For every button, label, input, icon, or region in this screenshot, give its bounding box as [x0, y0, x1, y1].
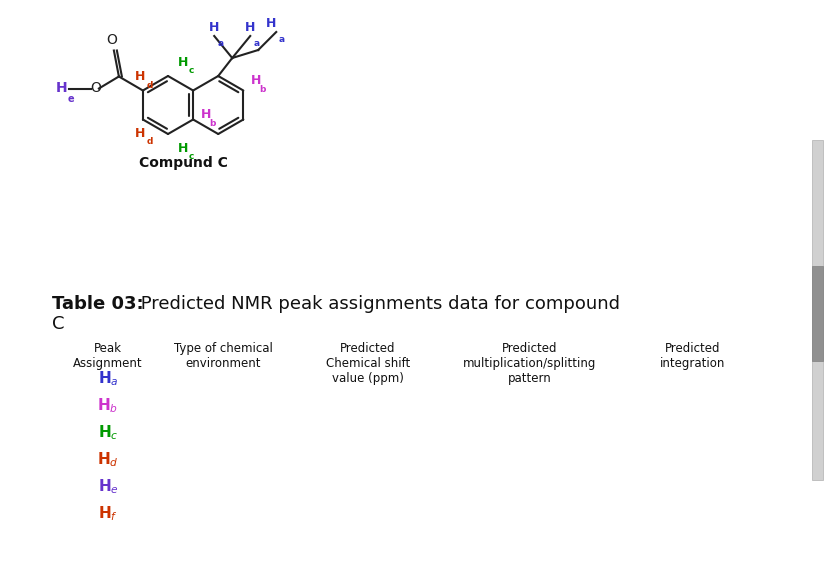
Text: H$_e$: H$_e$: [98, 478, 118, 496]
Text: H: H: [178, 55, 188, 68]
Text: b: b: [209, 118, 215, 127]
Text: Type of chemical
environment: Type of chemical environment: [174, 342, 272, 370]
Text: Predicted NMR peak assignments data for compound: Predicted NMR peak assignments data for …: [135, 295, 619, 313]
Text: Table 03:: Table 03:: [52, 295, 143, 313]
Text: a: a: [278, 35, 284, 44]
Text: d: d: [146, 138, 153, 147]
Text: c: c: [189, 152, 194, 161]
Text: C: C: [52, 315, 65, 333]
Text: a: a: [217, 39, 223, 48]
Text: H: H: [245, 21, 255, 34]
Text: H: H: [55, 82, 67, 95]
Text: b: b: [259, 85, 265, 94]
Text: H: H: [201, 108, 211, 121]
Text: H$_f$: H$_f$: [98, 505, 118, 523]
Text: H: H: [265, 17, 276, 30]
Bar: [811, 266, 822, 361]
Text: O: O: [90, 81, 101, 95]
Text: H$_c$: H$_c$: [98, 424, 118, 442]
Text: Peak
Assignment: Peak Assignment: [73, 342, 142, 370]
Text: d: d: [146, 81, 153, 90]
Text: H$_b$: H$_b$: [98, 396, 118, 415]
Text: Predicted
integration: Predicted integration: [659, 342, 724, 370]
Text: H$_a$: H$_a$: [98, 369, 118, 389]
Text: H$_d$: H$_d$: [97, 451, 119, 469]
Text: H: H: [135, 70, 145, 83]
Text: Predicted
multiplication/splitting
pattern: Predicted multiplication/splitting patte…: [463, 342, 596, 385]
Text: Predicted
Chemical shift
value (ppm): Predicted Chemical shift value (ppm): [326, 342, 409, 385]
Text: H: H: [251, 74, 261, 87]
Text: O: O: [107, 33, 117, 47]
Text: H: H: [208, 21, 219, 34]
Text: Compund C: Compund C: [138, 156, 227, 170]
Text: e: e: [68, 94, 74, 104]
Text: H: H: [178, 142, 188, 155]
Text: c: c: [189, 66, 194, 75]
Text: a: a: [253, 39, 259, 48]
Text: H: H: [135, 127, 145, 140]
Bar: [811, 140, 822, 480]
